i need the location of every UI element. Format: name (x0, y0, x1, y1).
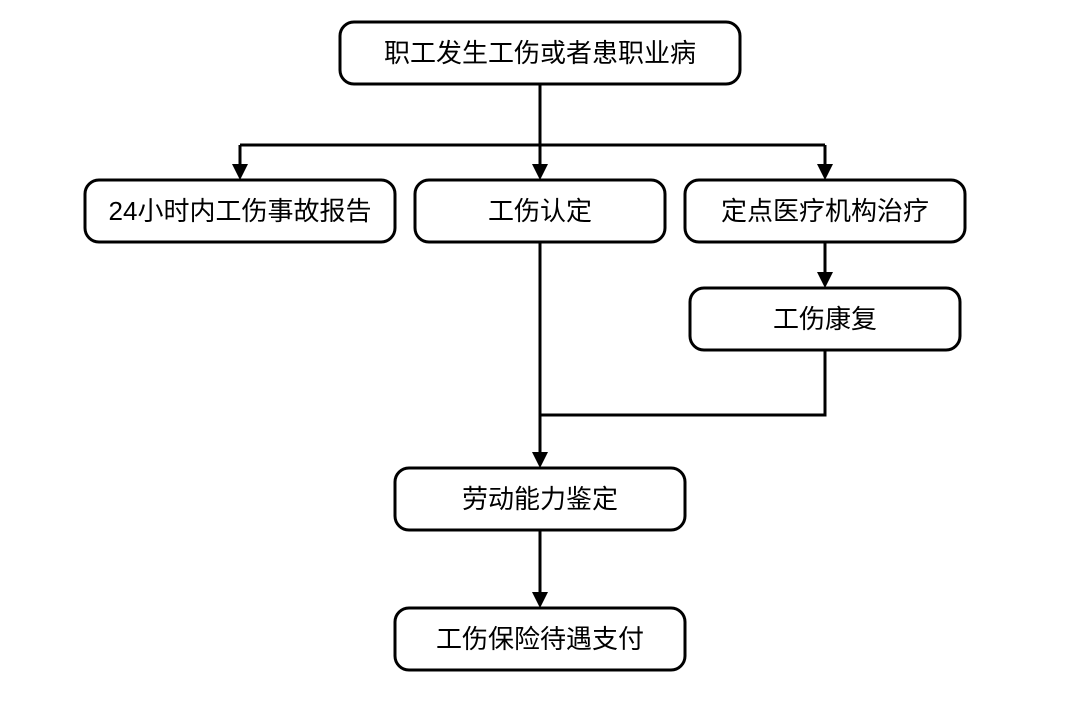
node-n6: 劳动能力鉴定 (395, 468, 685, 530)
arrowhead-e3 (232, 164, 248, 180)
node-label-n5: 工伤康复 (773, 304, 877, 334)
node-n4: 定点医疗机构治疗 (685, 180, 965, 242)
node-label-n2: 24小时内工伤事故报告 (109, 196, 372, 226)
node-n1: 职工发生工伤或者患职业病 (340, 22, 740, 84)
node-n3: 工伤认定 (415, 180, 665, 242)
node-label-n1: 职工发生工伤或者患职业病 (384, 38, 696, 68)
nodes-group: 职工发生工伤或者患职业病 24小时内工伤事故报告 工伤认定 定点医疗机构治疗工伤康复劳… (85, 22, 965, 670)
node-n5: 工伤康复 (690, 288, 960, 350)
arrowhead-e5 (817, 164, 833, 180)
arrowhead-e6 (817, 272, 833, 288)
node-label-n3: 工伤认定 (488, 196, 592, 226)
arrowhead-e4 (532, 164, 548, 180)
node-n7: 工伤保险待遇支付 (395, 608, 685, 670)
arrowhead-e8 (532, 452, 548, 468)
node-label-n6: 劳动能力鉴定 (462, 484, 618, 514)
node-label-n7: 工伤保险待遇支付 (436, 624, 644, 654)
edge-e7 (540, 350, 825, 415)
node-label-n4: 定点医疗机构治疗 (721, 196, 929, 226)
node-n2: 24小时内工伤事故报告 (85, 180, 395, 242)
flowchart: 职工发生工伤或者患职业病 24小时内工伤事故报告 工伤认定 定点医疗机构治疗工伤康复劳… (0, 0, 1080, 717)
arrowhead-e9 (532, 592, 548, 608)
